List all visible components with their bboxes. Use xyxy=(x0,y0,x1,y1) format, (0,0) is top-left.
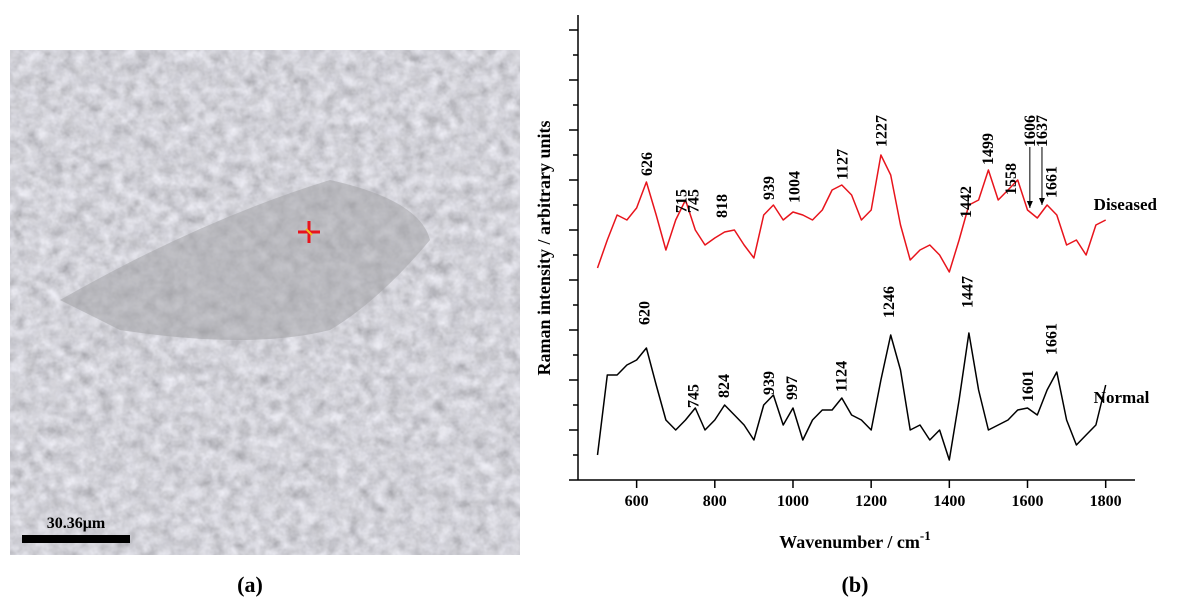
peak-label: 1661 xyxy=(1043,323,1060,355)
micrograph: 30.36μm xyxy=(10,50,520,555)
peak-label: 1558 xyxy=(1003,163,1020,195)
peak-label: 1637 xyxy=(1034,115,1051,147)
series-label: Diseased xyxy=(1094,195,1158,214)
peak-label: 1601 xyxy=(1020,370,1037,402)
peak-label: 626 xyxy=(639,152,656,176)
y-axis-label: Raman intensity / arbitrary units xyxy=(534,120,554,375)
spectrum-line xyxy=(596,154,1107,273)
peak-label: 1004 xyxy=(787,171,804,203)
peak-label: 824 xyxy=(716,374,733,398)
peak-label: 997 xyxy=(784,376,801,400)
peak-label: 620 xyxy=(636,301,653,325)
peak-label: 1227 xyxy=(874,115,891,147)
panel-label: (b) xyxy=(842,572,869,597)
peak-label: 1499 xyxy=(980,133,997,165)
x-axis-label-sup: -1 xyxy=(920,528,931,543)
peak-label: 1661 xyxy=(1043,166,1060,198)
x-axis-label-text: Wavenumber / cm xyxy=(779,532,920,552)
panel-label: (a) xyxy=(237,572,263,597)
x-tick-label: 1600 xyxy=(1012,493,1044,510)
peak-arrowhead xyxy=(1038,198,1045,205)
x-axis-label: Wavenumber / cm-1 xyxy=(779,528,931,552)
scale-bar-label: 30.36μm xyxy=(47,515,106,532)
peak-label: 1246 xyxy=(881,286,898,318)
peak-label: 1447 xyxy=(960,276,977,308)
peak-label: 1606 xyxy=(1022,115,1039,147)
x-tick-label: 800 xyxy=(703,493,727,510)
x-tick-label: 1400 xyxy=(933,493,965,510)
peak-label: 939 xyxy=(761,371,778,395)
spectrum-line xyxy=(596,332,1107,461)
peak-label: 818 xyxy=(714,194,731,218)
x-tick-label: 1800 xyxy=(1090,493,1122,510)
series-label: Normal xyxy=(1094,388,1150,407)
x-tick-label: 1000 xyxy=(777,493,809,510)
peak-label: 715 xyxy=(674,189,691,213)
x-tick-label: 600 xyxy=(625,493,649,510)
peak-label: 1124 xyxy=(833,361,850,392)
x-tick-label: 1200 xyxy=(855,493,887,510)
peak-label: 939 xyxy=(761,176,778,200)
peak-label: 745 xyxy=(685,189,702,213)
peak-label: 745 xyxy=(685,384,702,408)
peak-label: 1442 xyxy=(958,186,975,218)
peak-arrowhead xyxy=(1026,201,1033,208)
peak-label: 1127 xyxy=(835,149,852,180)
